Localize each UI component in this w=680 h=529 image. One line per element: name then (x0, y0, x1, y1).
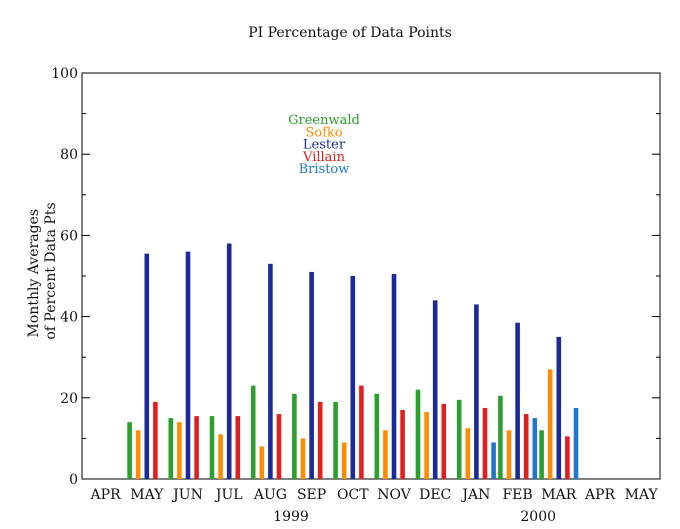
y-tick-label-60: 60 (60, 228, 78, 244)
y-axis-label: Monthly Averages of Percent Data Pts (26, 202, 59, 339)
x-tick-label-6: OCT (337, 487, 369, 503)
x-tick-label-10: FEB (502, 487, 532, 503)
y-tick-label-20: 20 (60, 391, 78, 407)
bar-villain-sep-5 (317, 401, 323, 479)
bar-lester-feb-10 (515, 322, 520, 479)
y-tick-label-80: 80 (60, 147, 78, 163)
bar-villain-dec-8 (441, 403, 447, 479)
bar-sofko-nov-7 (383, 430, 388, 479)
year-label-1999: 1999 (273, 509, 309, 525)
year-labels: 1999 2000 (273, 509, 556, 525)
bar-sofko-may-1 (135, 430, 141, 479)
bar-greenwald-feb-10 (498, 395, 503, 479)
bar-villain-oct-6 (359, 385, 364, 479)
y-tick-label-100: 100 (51, 66, 78, 82)
bar-lester-jul-3 (226, 243, 232, 479)
bar-villain-may-1 (153, 401, 158, 479)
year-label-2000: 2000 (520, 509, 556, 525)
x-tick-label-12: APR (584, 487, 616, 503)
bars (127, 243, 579, 479)
bar-sofko-mar-11 (547, 369, 553, 479)
bar-bristow-mar-11 (573, 407, 579, 479)
bar-greenwald-aug-4 (250, 385, 256, 479)
x-tick-label-3: JUL (214, 487, 243, 503)
x-tick-label-5: SEP (297, 487, 326, 503)
legend-entry-sofko: Sofko (305, 125, 342, 140)
bar-lester-dec-8 (432, 300, 438, 479)
bar-villain-mar-11 (565, 436, 570, 479)
bar-greenwald-oct-6 (333, 401, 338, 479)
x-axis: APR MAY JUN JUL AUG SEP OCT NOV DEC JAN FEB MAR APR M… (90, 487, 659, 503)
bar-lester-sep-5 (309, 271, 314, 479)
bar-villain-aug-4 (276, 414, 282, 479)
bar-villain-jan-9 (482, 407, 488, 479)
bar-lester-jan-9 (474, 304, 479, 479)
legend-entry-bristow: Bristow (299, 162, 350, 177)
x-tick-label-7: NOV (377, 487, 411, 503)
bar-sofko-feb-10 (506, 430, 512, 479)
legend-entry-villain: Villain (302, 150, 346, 165)
legend-entry-greenwald: Greenwald (288, 113, 360, 128)
bar-bristow-feb-10 (532, 418, 538, 479)
bar-sofko-jun-2 (177, 422, 182, 479)
y-tick-label-40: 40 (60, 310, 78, 326)
bar-sofko-aug-4 (259, 446, 265, 479)
x-tick-label-1: MAY (130, 487, 164, 503)
bar-sofko-dec-8 (424, 412, 429, 479)
bar-greenwald-mar-11 (539, 430, 544, 479)
x-tick-label-11: MAR (541, 487, 576, 503)
bar-sofko-jul-3 (218, 434, 223, 479)
bar-lester-aug-4 (268, 263, 273, 479)
bar-sofko-jan-9 (465, 428, 471, 479)
bar-lester-jun-2 (185, 251, 191, 479)
bar-lester-oct-6 (350, 276, 356, 479)
bar-greenwald-sep-5 (292, 393, 297, 479)
chart-title: PI Percentage of Data Points (248, 25, 452, 41)
bar-lester-may-1 (144, 253, 150, 479)
bar-villain-jul-3 (235, 416, 241, 479)
bar-villain-feb-10 (523, 414, 529, 479)
bar-greenwald-jul-3 (209, 416, 215, 479)
bar-sofko-sep-5 (300, 438, 306, 479)
bar-villain-nov-7 (400, 409, 405, 479)
bar-villain-jun-2 (194, 416, 199, 479)
x-tick-label-13: MAY (625, 487, 659, 503)
bar-greenwald-dec-8 (415, 389, 421, 479)
x-tick-label-8: DEC (419, 487, 451, 503)
bar-greenwald-may-1 (127, 422, 132, 479)
y-axis-label-line-1: Monthly Averages (26, 209, 42, 337)
bar-lester-nov-7 (391, 273, 397, 479)
legend-entry-lester: Lester (303, 138, 346, 153)
bar-greenwald-nov-7 (374, 393, 380, 479)
y-axis: 0 20 40 60 80 100 (51, 66, 660, 488)
y-axis-label-line-2: of Percent Data Pts (43, 202, 59, 339)
bar-greenwald-jan-9 (456, 399, 462, 479)
x-tick-label-4: AUG (253, 487, 287, 503)
x-tick-label-0: APR (90, 487, 122, 503)
x-tick-label-9: JAN (460, 487, 490, 503)
x-tick-label-2: JUN (171, 487, 203, 503)
y-tick-label-0: 0 (69, 472, 78, 488)
bar-sofko-oct-6 (341, 442, 347, 479)
bar-lester-mar-11 (556, 336, 562, 479)
bar-greenwald-jun-2 (168, 418, 174, 479)
bar-bristow-jan-9 (491, 442, 496, 479)
